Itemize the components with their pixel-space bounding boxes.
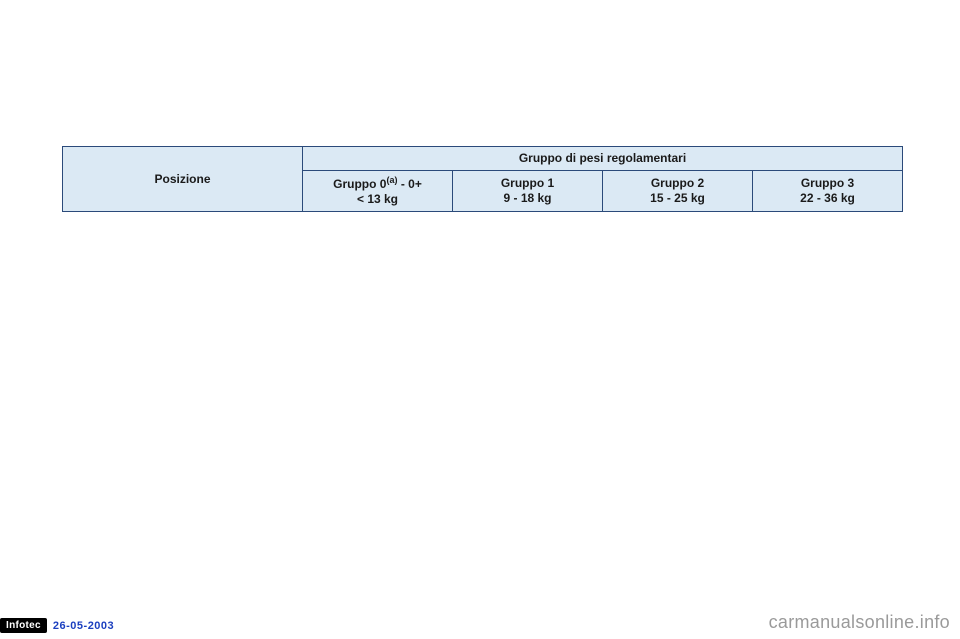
footer-date: 26-05-2003 bbox=[53, 620, 114, 632]
watermark: carmanualsonline.info bbox=[769, 612, 950, 633]
col-gruppo-0: Gruppo 0(a) - 0+ < 13 kg bbox=[303, 171, 453, 212]
header-gruppo-pesi: Gruppo di pesi regolamentari bbox=[303, 147, 903, 171]
infotec-badge: Infotec bbox=[0, 618, 47, 633]
footer: Infotec 26-05-2003 bbox=[0, 618, 114, 633]
col-gruppo-2-bottom: 15 - 25 kg bbox=[650, 191, 705, 205]
col-gruppo-0-top: Gruppo 0 bbox=[333, 177, 386, 191]
weight-group-table: Posizione Gruppo di pesi regolamentari G… bbox=[62, 146, 903, 212]
col-gruppo-0-bottom: < 13 kg bbox=[357, 192, 398, 206]
col-gruppo-0-sup: (a) bbox=[386, 175, 397, 185]
col-gruppo-3: Gruppo 3 22 - 36 kg bbox=[753, 171, 903, 212]
col-gruppo-1-top: Gruppo 1 bbox=[501, 176, 554, 190]
col-gruppo-2: Gruppo 2 15 - 25 kg bbox=[603, 171, 753, 212]
weight-group-table-wrap: Posizione Gruppo di pesi regolamentari G… bbox=[62, 146, 902, 212]
col-gruppo-1-bottom: 9 - 18 kg bbox=[503, 191, 551, 205]
header-posizione: Posizione bbox=[63, 147, 303, 212]
col-gruppo-3-bottom: 22 - 36 kg bbox=[800, 191, 855, 205]
col-gruppo-2-top: Gruppo 2 bbox=[651, 176, 704, 190]
col-gruppo-3-top: Gruppo 3 bbox=[801, 176, 854, 190]
col-gruppo-0-after: - 0+ bbox=[397, 177, 421, 191]
col-gruppo-1: Gruppo 1 9 - 18 kg bbox=[453, 171, 603, 212]
